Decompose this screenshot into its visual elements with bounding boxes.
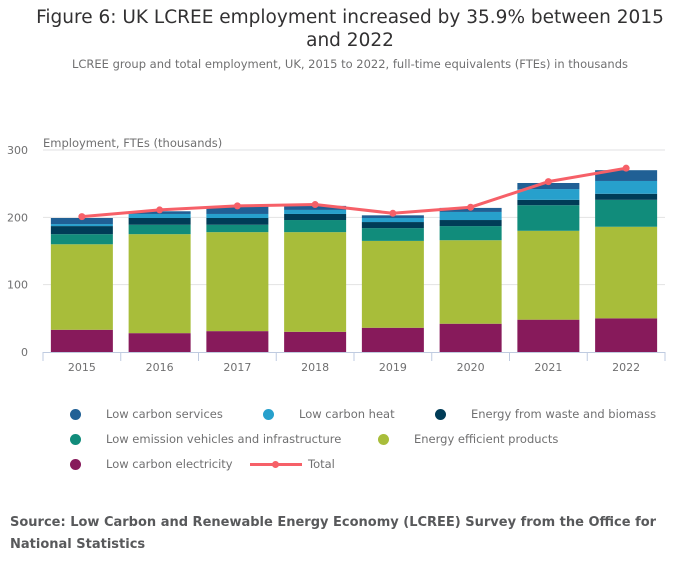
- bar-segment: [206, 331, 269, 352]
- x-tick-label: 2020: [457, 361, 485, 374]
- total-point: [544, 178, 552, 186]
- bar-segment: [50, 244, 113, 330]
- x-tick-label: 2019: [379, 361, 407, 374]
- bar-segment: [50, 226, 113, 235]
- legend-marker: [263, 409, 274, 420]
- bar-segment: [439, 240, 502, 324]
- bar-segment: [50, 218, 113, 225]
- bar-segment: [595, 199, 658, 227]
- bar-segment: [361, 228, 424, 241]
- bar-segment: [50, 234, 113, 245]
- bar-segment: [517, 230, 580, 320]
- legend-marker: [435, 409, 446, 420]
- y-tick-label: 0: [21, 346, 28, 359]
- total-line: [81, 166, 627, 219]
- bar-segment: [517, 182, 580, 190]
- total-point: [156, 206, 164, 214]
- legend-marker: [70, 434, 81, 445]
- bar-segment: [595, 170, 658, 181]
- total-point: [233, 202, 241, 210]
- bar-segment: [50, 329, 113, 352]
- legend-item[interactable]: Energy efficient products: [414, 432, 559, 446]
- legend-marker: [70, 409, 81, 420]
- bar-segment: [206, 224, 269, 233]
- bar-segment: [128, 234, 191, 334]
- x-tick-label: 2022: [612, 361, 640, 374]
- bar-segment: [439, 211, 502, 221]
- bar-segment: [50, 224, 113, 227]
- bar-segment: [206, 218, 269, 225]
- bar-segment: [284, 213, 347, 221]
- x-tick-label: 2017: [223, 361, 251, 374]
- legend-item[interactable]: Total: [308, 457, 335, 471]
- bar-segment: [439, 226, 502, 241]
- legend-line-dot: [272, 461, 279, 468]
- bar-segment: [361, 240, 424, 328]
- bar-segment: [439, 220, 502, 227]
- bar-segment: [361, 222, 424, 229]
- bar-segment: [361, 327, 424, 352]
- bar-segment: [517, 205, 580, 231]
- bar-segment: [439, 323, 502, 352]
- legend-item[interactable]: Low emission vehicles and infrastructure: [106, 432, 342, 446]
- total-point: [389, 209, 397, 217]
- y-axis-label: Employment, FTEs (thousands): [43, 136, 222, 150]
- bar-segment: [128, 218, 191, 225]
- x-tick-label: 2021: [534, 361, 562, 374]
- bar-segment: [284, 232, 347, 332]
- source-note: Source: Low Carbon and Renewable Energy …: [10, 515, 657, 552]
- bar-segment: [517, 189, 580, 200]
- x-tick-label: 2016: [146, 361, 174, 374]
- legend-item[interactable]: Energy from waste and biomass: [471, 407, 657, 421]
- bar-segment: [595, 318, 658, 352]
- bar-segment: [128, 213, 191, 219]
- bar-segment: [206, 213, 269, 219]
- stacked-bar-chart: Employment, FTEs (thousands) 0 100 200 300 2…: [7, 136, 666, 374]
- bar-segment: [595, 180, 658, 194]
- legend-item[interactable]: Low carbon electricity: [106, 457, 233, 471]
- total-point: [622, 164, 630, 172]
- bar-segment: [595, 226, 658, 319]
- bar-segment: [284, 209, 347, 214]
- bar-segment: [517, 319, 580, 352]
- chart-subtitle: LCREE group and total employment, UK, 20…: [71, 57, 629, 71]
- legend-marker: [378, 434, 389, 445]
- bar-segment: [595, 193, 658, 200]
- bar-segment: [361, 218, 424, 223]
- bar-segment: [128, 333, 191, 352]
- total-point: [78, 213, 86, 221]
- total-point: [311, 201, 319, 209]
- chart-title: Figure 6: UK LCREE employment increased …: [36, 7, 664, 51]
- y-tick-label: 300: [7, 144, 28, 157]
- x-tick-label: 2015: [68, 361, 96, 374]
- bar-segment: [206, 232, 269, 332]
- y-tick-label: 100: [7, 279, 28, 292]
- bar-segment: [284, 220, 347, 233]
- legend-marker: [70, 459, 81, 470]
- y-tick-label: 200: [7, 211, 28, 224]
- legend-item[interactable]: Low carbon heat: [299, 407, 395, 421]
- bar-segment: [128, 224, 191, 235]
- x-tick-label: 2018: [301, 361, 329, 374]
- bar-segment: [517, 199, 580, 206]
- bar-segment: [206, 206, 269, 214]
- legend-item[interactable]: Low carbon services: [106, 407, 223, 421]
- bar-segment: [284, 331, 347, 352]
- total-point: [467, 203, 475, 211]
